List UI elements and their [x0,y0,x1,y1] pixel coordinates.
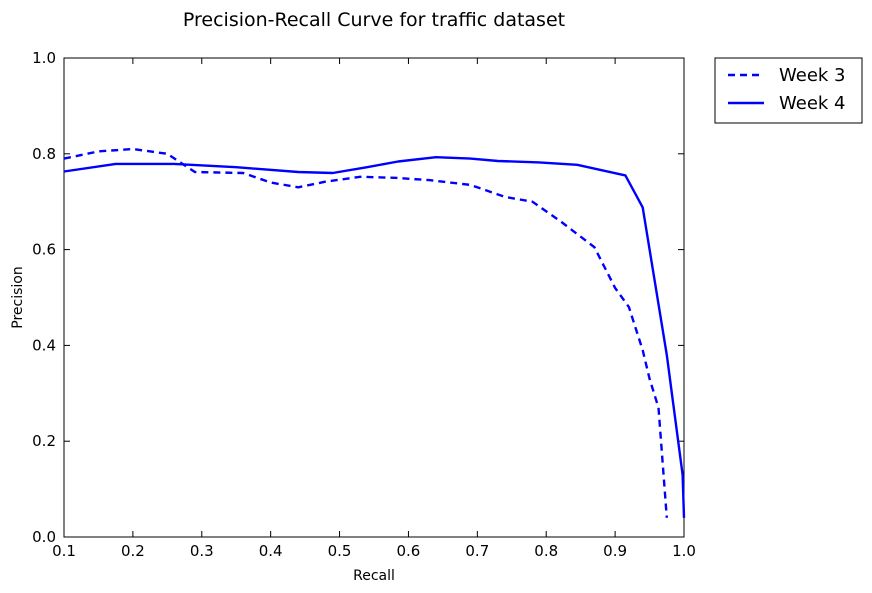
y-axis-title: Precision [10,266,26,328]
x-tick-label: 0.8 [534,542,558,560]
x-tick-label: 0.9 [603,542,627,560]
y-tick-label: 0.6 [32,241,56,259]
x-tick-label: 1.0 [672,542,696,560]
series-line-week-3 [63,147,668,518]
y-tick-label: 0.0 [32,528,56,546]
plot-area [63,57,685,538]
y-tick-label: 0.8 [32,145,56,163]
y-tick-label: 0.2 [32,432,56,450]
x-tick-label: 0.4 [259,542,283,560]
series-layer [63,147,686,518]
x-tick-label: 0.6 [397,542,421,560]
legend-label: Week 3 [779,65,846,86]
x-axis: 0.1 0.2 0.3 0.4 0.5 0.6 0.7 0.8 0.9 1.0 [52,58,696,560]
legend-label: Week 4 [779,93,846,114]
y-tick-label: 0.4 [32,336,56,354]
x-axis-title: Recall [353,568,395,584]
plot-frame [63,57,685,538]
x-tick-label: 0.3 [190,542,214,560]
series-line-week-4 [63,155,686,518]
legend-box [714,57,863,124]
y-axis: 0.0 0.2 0.4 0.6 0.8 1.0 [32,49,684,546]
y-tick-label: 1.0 [32,49,56,67]
x-tick-label: 0.5 [328,542,352,560]
x-tick-label: 0.1 [52,542,76,560]
legend: Week 3 Week 4 [714,57,863,124]
x-tick-label: 0.7 [465,542,489,560]
chart-title: Precision-Recall Curve for traffic datas… [183,9,565,31]
x-tick-label: 0.2 [121,542,145,560]
